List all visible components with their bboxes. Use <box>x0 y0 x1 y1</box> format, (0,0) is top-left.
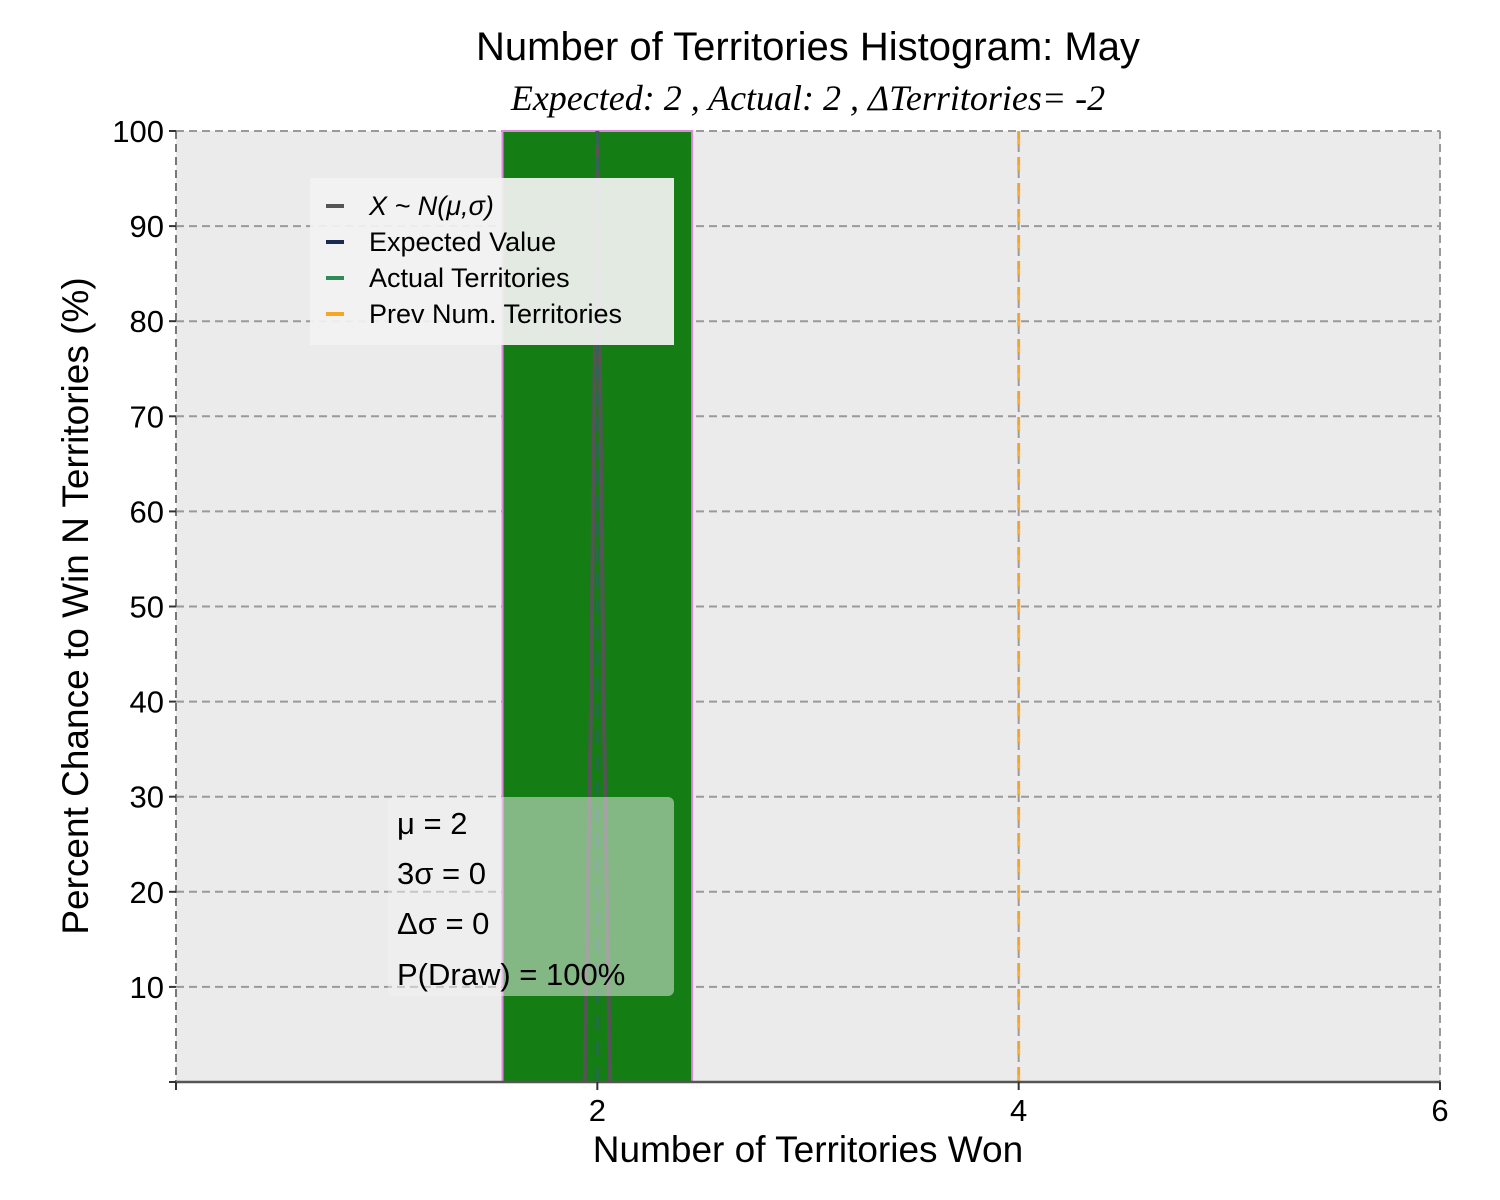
y-tick-label: 20 <box>130 875 164 910</box>
stats-3sigma: 3σ = 0 <box>397 856 486 891</box>
y-tick-label: 40 <box>130 685 164 720</box>
chart-title: Number of Territories Histogram: May <box>476 25 1140 69</box>
stats-delta-sigma: Δσ = 0 <box>397 906 489 941</box>
tick-labels: 10 20 30 40 50 60 70 80 90 100 2 4 6 <box>112 114 1448 1128</box>
y-tick-label: 90 <box>130 209 164 244</box>
x-axis-label: Number of Territories Won <box>593 1129 1023 1170</box>
y-tick-label: 100 <box>112 114 164 149</box>
legend-label: Actual Territories <box>369 263 570 293</box>
x-tick-label: 6 <box>1431 1093 1448 1128</box>
legend-box <box>310 178 674 345</box>
stats-mu: μ = 2 <box>397 806 467 841</box>
y-tick-label: 50 <box>130 590 164 625</box>
y-tick-label: 70 <box>130 399 164 434</box>
y-tick-label: 80 <box>130 304 164 339</box>
y-tick-label: 60 <box>130 494 164 529</box>
stats-p-draw: P(Draw) = 100% <box>397 957 625 992</box>
y-axis-label: Percent Chance to Win N Territories (%) <box>55 277 96 934</box>
x-tick-label: 2 <box>589 1093 606 1128</box>
stats-box: μ = 2 3σ = 0 Δσ = 0 P(Draw) = 100% <box>388 797 674 996</box>
legend-label: X ~ N(μ,σ) <box>368 191 494 221</box>
legend: X ~ N(μ,σ) Expected Value Actual Territori… <box>310 178 674 345</box>
legend-label: Expected Value <box>369 227 556 257</box>
y-tick-label: 10 <box>130 970 164 1005</box>
chart-subtitle: Expected: 2 , Actual: 2 , ΔTerritories= … <box>510 78 1105 118</box>
legend-label: Prev Num. Territories <box>369 299 622 329</box>
y-tick-label: 30 <box>130 780 164 815</box>
stats-box-background <box>388 797 674 996</box>
x-tick-label: 4 <box>1010 1093 1027 1128</box>
